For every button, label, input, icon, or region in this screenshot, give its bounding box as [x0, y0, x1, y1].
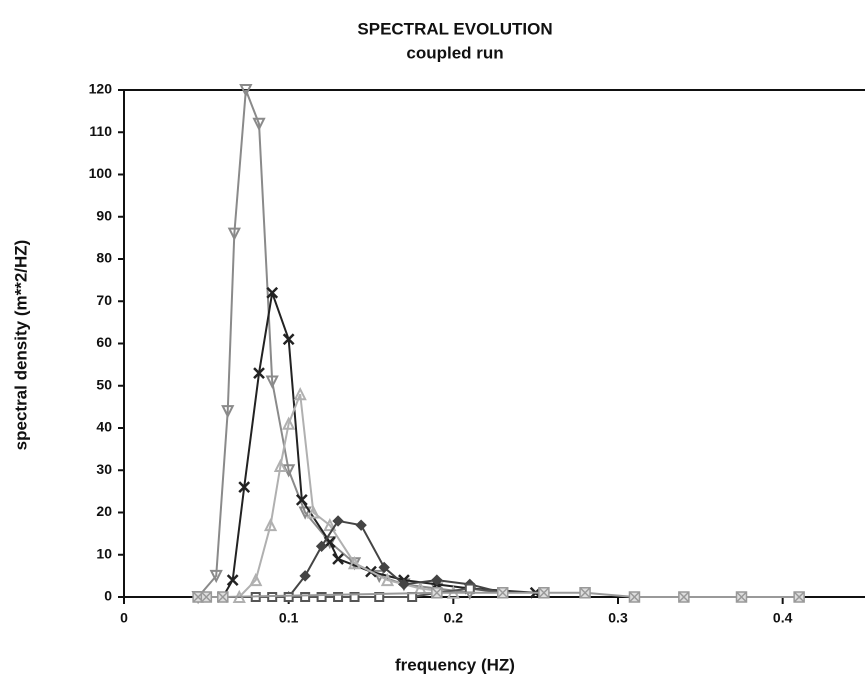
marker [431, 587, 443, 599]
chart-subtitle: coupled run [406, 43, 503, 62]
marker [431, 574, 443, 586]
x-axis-label: frequency (HZ) [395, 655, 515, 674]
y-tick-label: 30 [96, 461, 112, 477]
marker [249, 572, 263, 587]
marker [299, 570, 311, 582]
marker [300, 592, 311, 602]
marker [298, 506, 312, 520]
marker [332, 553, 344, 565]
marker [316, 592, 327, 602]
marker [323, 517, 337, 532]
y-tick-label: 110 [89, 123, 112, 139]
marker [252, 117, 266, 132]
y-axis-label: spectral density (m**2/HZ) [11, 240, 30, 451]
series-line [287, 519, 503, 598]
marker [347, 555, 362, 570]
marker [793, 591, 805, 603]
marker [209, 569, 223, 584]
y-tick-label: 40 [96, 419, 112, 435]
marker [398, 578, 410, 591]
marker [263, 517, 278, 532]
series-line [221, 292, 536, 598]
x-tick-label: 0.4 [773, 610, 793, 626]
x-tick-label: 0.2 [444, 610, 464, 626]
marker [464, 583, 475, 594]
marker [628, 591, 641, 603]
marker [378, 561, 390, 574]
marker [678, 591, 690, 603]
marker [265, 375, 279, 389]
marker [306, 505, 320, 519]
marker [579, 587, 591, 599]
marker [735, 591, 748, 603]
x-tick-label: 0.1 [279, 610, 299, 626]
marker [282, 416, 296, 430]
marker [349, 592, 360, 602]
marker [273, 458, 288, 473]
x-tick-label: 0.3 [608, 610, 628, 626]
marker [200, 591, 213, 603]
x-tick-label: 0 [120, 610, 128, 626]
y-tick-label: 100 [89, 165, 113, 181]
marker [293, 386, 307, 401]
y-tick-label: 120 [89, 81, 113, 97]
marker [238, 481, 251, 494]
y-tick-label: 50 [96, 376, 112, 392]
marker [496, 587, 509, 599]
marker [332, 515, 344, 527]
y-tick-label: 20 [96, 503, 112, 519]
marker [217, 591, 229, 603]
marker [355, 519, 367, 531]
marker [227, 227, 241, 241]
marker [315, 540, 328, 553]
chart-title: SPECTRAL EVOLUTION [357, 19, 552, 38]
y-tick-label: 70 [96, 292, 112, 308]
series-line [238, 393, 454, 598]
marker [380, 572, 395, 587]
marker [538, 587, 550, 599]
marker [266, 286, 279, 299]
y-tick-label: 90 [96, 207, 112, 223]
marker [253, 367, 265, 379]
marker [333, 592, 344, 602]
y-tick-label: 0 [104, 588, 112, 604]
marker [282, 333, 295, 346]
y-tick-label: 60 [96, 334, 112, 350]
marker [295, 493, 308, 506]
marker [221, 405, 235, 419]
y-tick-label: 10 [96, 545, 112, 561]
marker [282, 464, 296, 478]
marker [283, 592, 294, 602]
marker [239, 84, 253, 98]
marker [226, 574, 239, 586]
marker [323, 536, 337, 550]
y-tick-label: 80 [96, 250, 112, 266]
